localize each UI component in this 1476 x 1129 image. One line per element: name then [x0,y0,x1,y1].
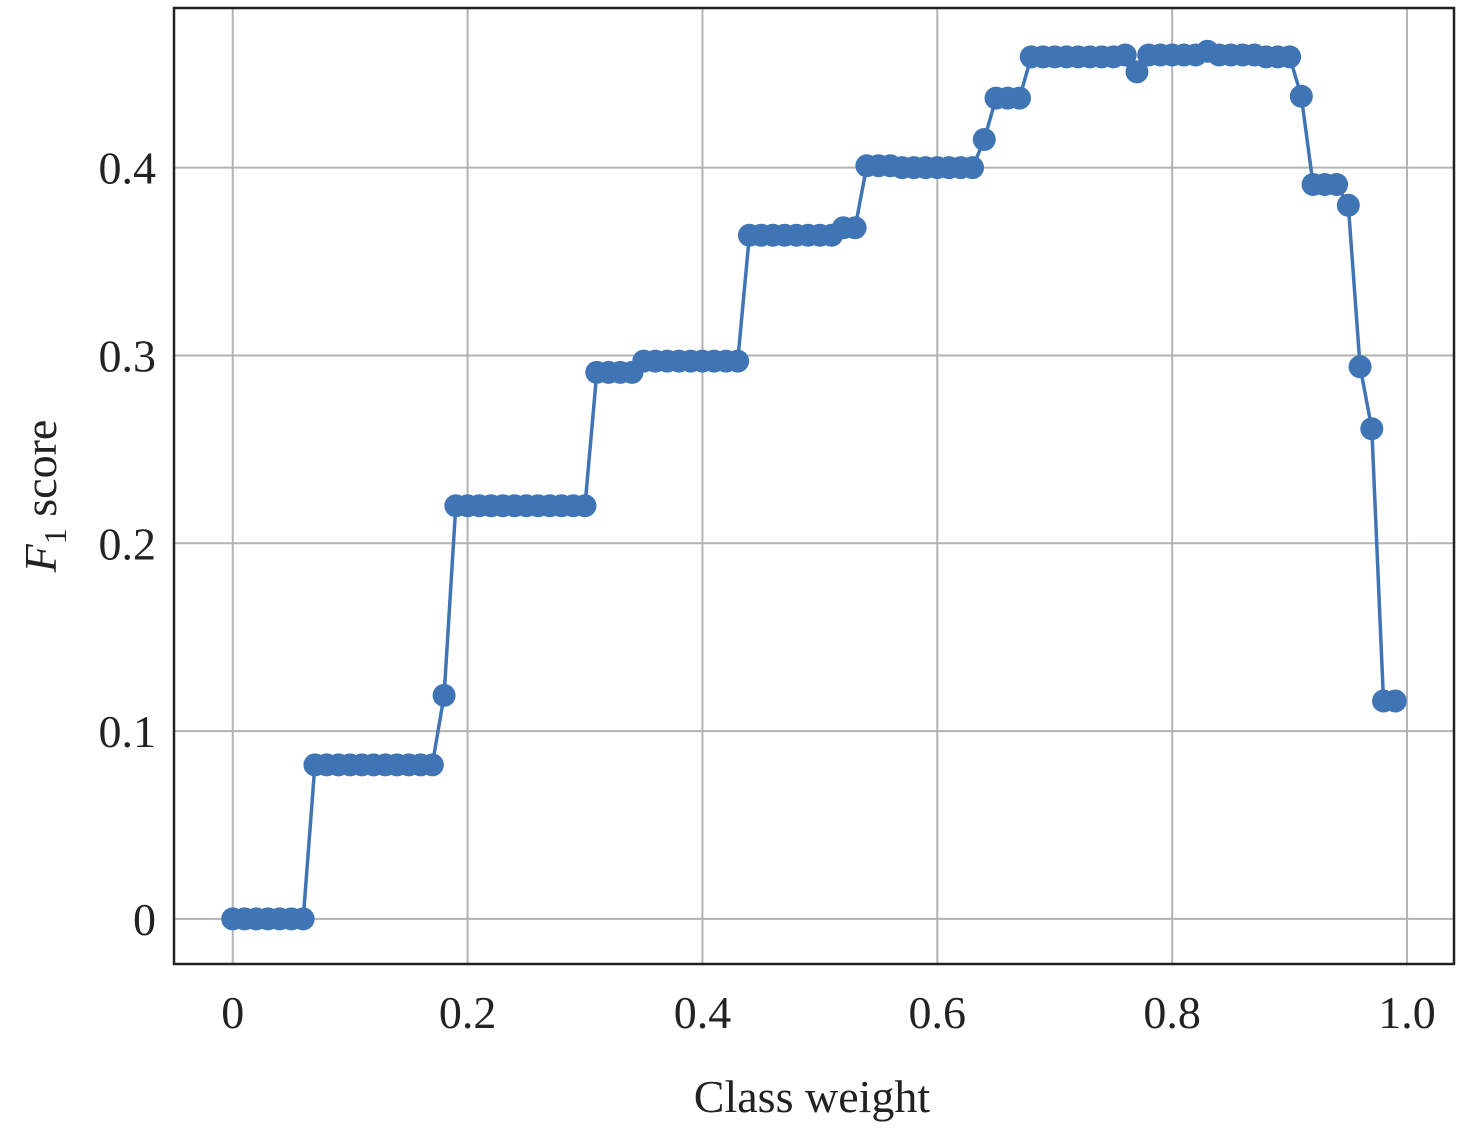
y-axis-label-suffix: score [15,420,66,529]
x-tick-label: 0.4 [674,987,732,1038]
y-tick-label: 0.4 [99,143,157,194]
x-tick-label: 0.2 [439,987,497,1038]
y-tick-label: 0 [133,894,156,945]
y-tick-label: 0.1 [99,706,157,757]
y-tick-label: 0.3 [99,330,157,381]
data-point [1278,45,1302,69]
x-tick-label: 0.8 [1143,987,1201,1038]
y-tick-label: 0.2 [99,518,157,569]
data-point [291,907,315,931]
f1-series [221,39,1407,931]
data-point [726,349,750,373]
plot-frame [172,6,1456,966]
data-point [1336,193,1360,217]
x-tick-label: 0 [221,987,244,1038]
data-point [1289,84,1313,108]
data-point [1125,60,1149,84]
data-point [961,156,985,180]
x-tick-label: 1.0 [1378,987,1436,1038]
data-point [843,216,867,240]
data-point [1383,689,1407,713]
data-point [1360,417,1384,441]
series-line [232,49,1396,921]
grid [174,8,1454,964]
x-tick-label: 0.6 [909,987,967,1038]
data-point [420,753,444,777]
x-tick-labels: 0 0.2 0.4 0.6 0.8 1.0 [221,987,1436,1038]
data-point [972,127,996,151]
y-axis-label: F1 score [15,420,73,574]
data-point [573,494,597,518]
data-point [1325,173,1349,197]
data-point [1113,43,1137,67]
data-point [1348,355,1372,379]
x-axis-label: Class weight [694,1071,931,1122]
y-axis-label-subscript: 1 [37,528,73,544]
y-axis-label-symbol: F [15,543,66,573]
data-point [1008,86,1032,110]
data-point [432,683,456,707]
y-tick-labels: 0 0.1 0.2 0.3 0.4 [99,143,157,945]
